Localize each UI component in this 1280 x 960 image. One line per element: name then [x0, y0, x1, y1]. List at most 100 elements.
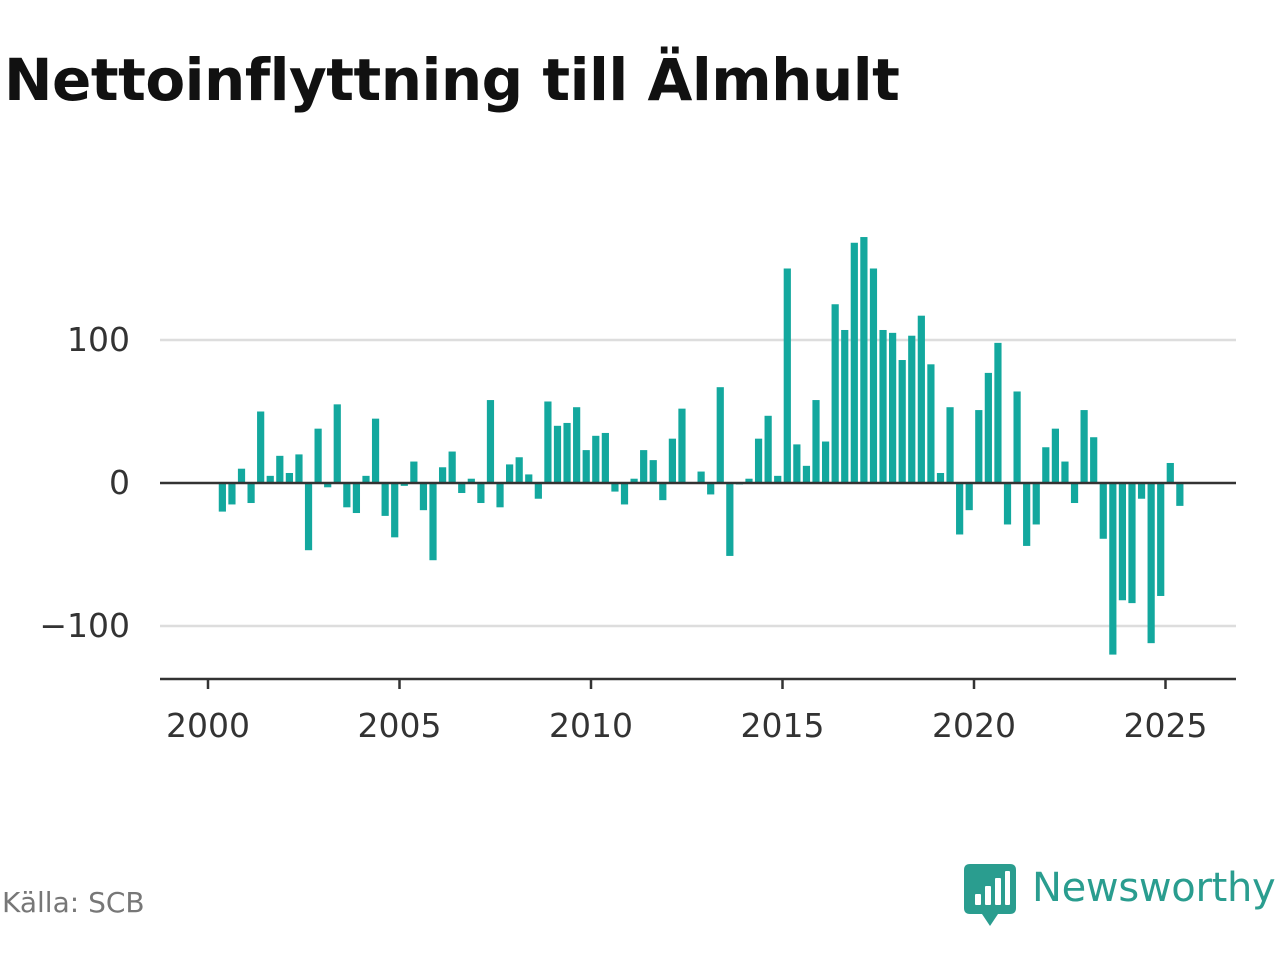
bar — [448, 451, 456, 483]
x-tick-label: 2000 — [166, 706, 250, 745]
bar — [1013, 391, 1021, 483]
gridlines — [160, 338, 1236, 628]
bar — [467, 478, 475, 483]
bar — [410, 461, 418, 483]
bar — [850, 242, 858, 483]
bar — [726, 483, 734, 556]
bar — [1128, 483, 1136, 604]
bar — [304, 483, 313, 551]
bar — [247, 483, 255, 504]
bar — [601, 432, 609, 483]
source-note: Källa: SCB — [2, 886, 145, 919]
bar — [898, 360, 906, 483]
bar — [400, 483, 408, 486]
bar — [1042, 447, 1050, 483]
bar — [774, 475, 782, 483]
bar — [841, 329, 849, 483]
bar — [821, 441, 830, 483]
bar — [553, 425, 562, 483]
bar — [1003, 483, 1012, 525]
bar — [544, 401, 552, 483]
bar — [362, 475, 370, 483]
bar — [860, 237, 868, 483]
bar — [525, 474, 533, 483]
bar — [371, 418, 380, 483]
bar — [352, 483, 361, 514]
bar-chart: −100 0 100 2000 2005 2010 2015 2020 2025 — [39, 237, 1236, 745]
bar — [237, 468, 246, 483]
bar — [1070, 483, 1079, 504]
bar — [1080, 410, 1088, 483]
bar — [640, 450, 648, 483]
bar — [917, 315, 925, 483]
bar — [438, 467, 447, 483]
bar — [668, 438, 676, 483]
bar — [984, 372, 992, 483]
bar — [276, 455, 284, 483]
bar — [793, 444, 801, 483]
bar — [764, 415, 772, 483]
bar — [1176, 483, 1184, 506]
bar — [716, 387, 724, 483]
bar — [754, 438, 763, 483]
bar — [707, 483, 715, 495]
bar — [285, 472, 293, 483]
bar — [1109, 483, 1117, 655]
bar — [257, 411, 265, 483]
x-tick-label: 2025 — [1124, 706, 1208, 745]
bar — [965, 483, 973, 511]
x-tick-label: 2020 — [932, 706, 1016, 745]
bar — [477, 483, 485, 504]
bar — [994, 342, 1002, 483]
bar — [1166, 462, 1174, 483]
bar — [1051, 428, 1059, 483]
bar — [314, 428, 322, 483]
bar — [419, 483, 428, 511]
bar — [592, 435, 600, 483]
x-tick-label: 2015 — [741, 706, 825, 745]
bar — [927, 364, 935, 483]
bar — [506, 464, 514, 483]
bar — [889, 332, 897, 483]
bar — [783, 268, 791, 483]
bar — [343, 483, 351, 508]
bar — [333, 404, 341, 483]
chart-title: Nettoinflyttning till Älmhult — [4, 46, 900, 114]
bar — [975, 410, 983, 483]
bar — [869, 268, 878, 483]
y-tick-label: 0 — [109, 463, 130, 502]
bar — [381, 483, 389, 516]
y-tick-label: −100 — [39, 606, 130, 645]
bar — [1023, 483, 1031, 546]
bar — [1032, 483, 1040, 525]
bar — [1061, 461, 1069, 483]
axes: −100 0 100 2000 2005 2010 2015 2020 2025 — [39, 320, 1236, 745]
x-tick-label: 2010 — [549, 706, 633, 745]
bar — [812, 400, 820, 483]
bar — [324, 483, 332, 488]
bar — [802, 465, 811, 483]
bar — [295, 454, 303, 483]
bar — [611, 483, 619, 492]
bar — [649, 460, 657, 483]
bar-chart-speech-bubble-icon — [964, 864, 1016, 926]
bar — [1137, 483, 1146, 499]
bar — [831, 304, 839, 483]
bar — [1099, 483, 1107, 539]
bar — [429, 483, 437, 561]
bars — [218, 237, 1184, 655]
bar — [1157, 483, 1165, 596]
bar — [946, 407, 954, 483]
bar — [563, 422, 571, 483]
bar — [659, 483, 667, 501]
bar — [697, 471, 705, 483]
bar — [630, 478, 638, 483]
bar — [936, 472, 945, 483]
bar — [496, 483, 504, 508]
brand-logo: Newsworthy — [964, 864, 1276, 926]
bar — [458, 483, 466, 494]
bar — [573, 407, 581, 483]
bar — [515, 457, 523, 483]
brand-name: Newsworthy — [1032, 865, 1276, 911]
bar — [879, 329, 887, 483]
